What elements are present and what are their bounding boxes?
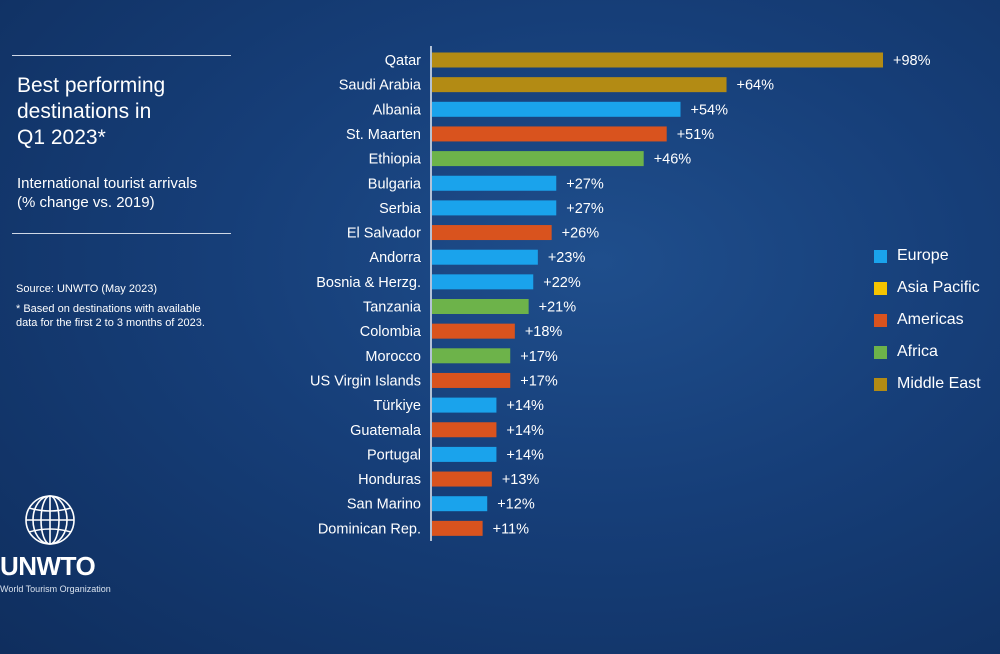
info-panel: Best performing destinations in Q1 2023*… (12, 55, 232, 234)
value-label-bulgaria: +27% (566, 176, 604, 192)
value-label-st-maarten: +51% (677, 127, 715, 143)
value-label-san-marino: +12% (497, 497, 535, 513)
subtitle-line-2: (% change vs. 2019) (17, 194, 155, 211)
legend-swatch-americas (874, 313, 887, 327)
category-label-portugal: Portugal (367, 447, 421, 463)
category-label-colombia: Colombia (360, 324, 422, 340)
value-label-honduras: +13% (502, 472, 540, 488)
category-label-saudi-arabia: Saudi Arabia (339, 78, 422, 94)
category-label-albania: Albania (373, 102, 422, 118)
logo-subtitle: World Tourism Organization (0, 584, 111, 594)
title-line-3: Q1 2023* (17, 126, 106, 149)
bar-dominican-rep (432, 520, 483, 536)
bar-san-marino (432, 496, 488, 512)
value-label-ethiopia: +46% (654, 152, 692, 168)
legend-item-africa: Africa (874, 336, 981, 368)
category-label-bulgaria: Bulgaria (368, 176, 422, 192)
bar-st-maarten (432, 126, 667, 142)
chart-subtitle: International tourist arrivals (% change… (17, 174, 232, 212)
legend-label-middle-east: Middle East (897, 375, 981, 392)
globe-icon (25, 495, 75, 545)
value-label-tanzania: +21% (539, 300, 577, 316)
value-label-morocco: +17% (520, 349, 558, 365)
bar-morocco (432, 348, 511, 364)
bars-group: Qatar +98% Saudi Arabia +64% Albania +54% St. … (310, 52, 931, 537)
value-label-dominican-rep: +11% (493, 521, 530, 537)
category-label-us-virgin-islands: US Virgin Islands (310, 373, 421, 389)
top-divider (12, 55, 231, 56)
legend-item-asia-pacific: Asia Pacific (874, 272, 981, 304)
value-label-portugal: +14% (506, 447, 544, 463)
legend-item-middle-east: Middle East (874, 368, 981, 400)
value-label-us-virgin-islands: +17% (520, 373, 558, 389)
chart-title: Best performing destinations in Q1 2023* (17, 73, 232, 151)
bar-el-salvador (432, 225, 552, 241)
value-label-t-rkiye: +14% (506, 398, 544, 414)
source-note: Source: UNWTO (May 2023) (16, 283, 158, 295)
category-label-dominican-rep: Dominican Rep. (318, 521, 421, 537)
bar-colombia (432, 323, 515, 339)
legend-swatch-europe (874, 249, 887, 263)
value-label-bosnia-herzg: +22% (543, 275, 581, 291)
bar-albania (432, 101, 681, 117)
value-label-colombia: +18% (525, 324, 563, 340)
category-label-morocco: Morocco (365, 349, 421, 365)
legend-label-africa: Africa (897, 343, 938, 360)
logo-wordmark: UNWTO (0, 551, 96, 581)
bar-us-virgin-islands (432, 372, 511, 388)
bar-saudi-arabia (432, 77, 727, 93)
title-line-1: Best performing (17, 74, 166, 97)
bar-andorra (432, 249, 538, 265)
category-label-el-salvador: El Salvador (347, 226, 421, 242)
value-label-el-salvador: +26% (562, 226, 600, 242)
category-label-t-rkiye: Türkiye (373, 398, 421, 414)
subtitle-line-1: International tourist arrivals (17, 175, 198, 192)
legend-label-americas: Americas (897, 311, 964, 328)
legend-item-europe: Europe (874, 240, 981, 272)
category-label-andorra: Andorra (369, 250, 422, 266)
bar-t-rkiye (432, 397, 497, 413)
value-label-serbia: +27% (566, 201, 604, 217)
legend-item-americas: Americas (874, 304, 981, 336)
legend-label-asia-pacific: Asia Pacific (897, 279, 980, 296)
category-label-serbia: Serbia (379, 201, 422, 217)
category-label-san-marino: San Marino (347, 497, 421, 513)
category-label-qatar: Qatar (385, 53, 421, 69)
bar-serbia (432, 200, 557, 216)
bar-guatemala (432, 422, 497, 438)
bar-tanzania (432, 299, 529, 314)
bar-bosnia-herzg (432, 274, 534, 290)
bar-portugal (432, 446, 497, 462)
bar-honduras (432, 471, 492, 487)
legend-swatch-africa (874, 345, 887, 359)
category-label-tanzania: Tanzania (363, 300, 422, 316)
value-label-andorra: +23% (548, 250, 586, 266)
category-label-bosnia-herzg: Bosnia & Herzg. (316, 275, 421, 291)
legend-label-europe: Europe (897, 247, 949, 264)
title-line-2: destinations in (17, 100, 152, 123)
legend-swatch-asia-pacific (874, 281, 887, 295)
bar-ethiopia (432, 151, 644, 167)
footnote: * Based on destinations with available d… (16, 303, 205, 329)
bottom-divider (12, 233, 231, 234)
value-label-albania: +54% (691, 102, 729, 118)
legend: Europe Asia Pacific Americas Africa Middle E… (874, 240, 981, 400)
category-label-ethiopia: Ethiopia (369, 152, 422, 168)
bar-bulgaria (432, 175, 557, 191)
category-label-st-maarten: St. Maarten (346, 127, 421, 143)
legend-swatch-middle-east (874, 377, 887, 391)
bar-qatar (432, 52, 883, 68)
value-label-saudi-arabia: +64% (737, 78, 775, 94)
value-label-guatemala: +14% (506, 423, 544, 439)
category-label-guatemala: Guatemala (350, 423, 422, 439)
value-label-qatar: +98% (893, 53, 931, 69)
category-label-honduras: Honduras (358, 472, 421, 488)
